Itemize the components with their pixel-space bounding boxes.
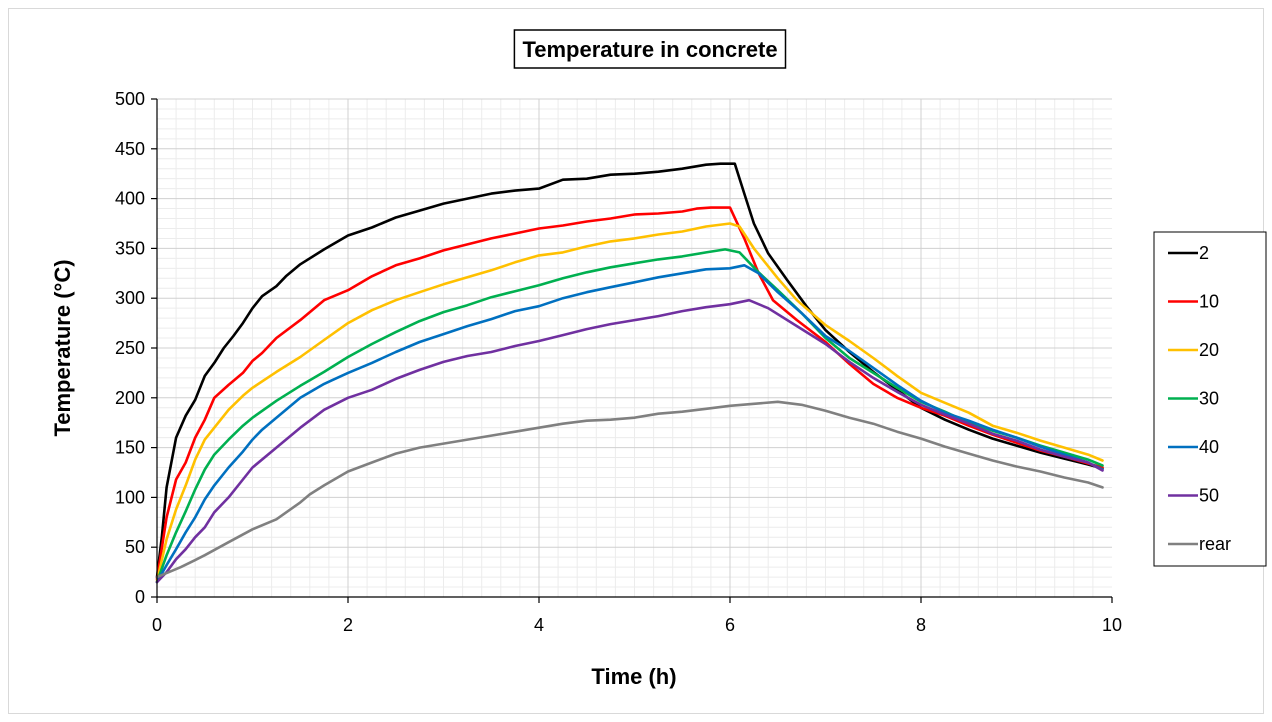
chart-title: Temperature in concrete xyxy=(522,37,777,62)
series-lines xyxy=(155,162,1104,584)
series-line-20 xyxy=(155,222,1104,583)
x-tick-label: 2 xyxy=(343,615,353,635)
y-tick-label: 150 xyxy=(115,438,145,458)
y-tick-label: 300 xyxy=(115,288,145,308)
y-tick-label: 500 xyxy=(115,89,145,109)
x-tick-label: 8 xyxy=(916,615,926,635)
grid-lines xyxy=(157,98,1112,597)
y-tick-label: 350 xyxy=(115,238,145,258)
y-tick-label: 450 xyxy=(115,139,145,159)
x-tick-label: 10 xyxy=(1102,615,1122,635)
title-border xyxy=(513,29,787,69)
x-tick-label: 4 xyxy=(534,615,544,635)
series-line-40 xyxy=(155,264,1104,584)
legend-label-2: 2 xyxy=(1199,243,1209,263)
series-line-50 xyxy=(155,298,1104,584)
series-line-30 xyxy=(155,248,1104,584)
legend-label-rear: rear xyxy=(1199,534,1231,554)
y-tick-label: 200 xyxy=(115,388,145,408)
legend-label-20: 20 xyxy=(1199,340,1219,360)
legend-label-10: 10 xyxy=(1199,292,1219,312)
y-tick-labels: 0 50 100 150 200 250 300 350 400 450 500 xyxy=(115,89,145,607)
x-tick-labels: 0 2 4 6 8 10 xyxy=(152,615,1122,635)
y-tick-label: 50 xyxy=(125,537,145,557)
y-axis-title: Temperature (°C) xyxy=(50,259,75,436)
legend-label-30: 30 xyxy=(1199,389,1219,409)
series-line-2 xyxy=(155,162,1104,579)
y-tick-label: 400 xyxy=(115,189,145,209)
legend-label-50: 50 xyxy=(1199,486,1219,506)
series-line-10 xyxy=(155,206,1104,581)
y-tick-label: 100 xyxy=(115,487,145,507)
x-tick-label: 0 xyxy=(152,615,162,635)
legend-label-40: 40 xyxy=(1199,437,1219,457)
x-axis-title: Time (h) xyxy=(591,664,676,689)
y-tick-label: 0 xyxy=(135,587,145,607)
axes xyxy=(151,98,1113,603)
x-tick-label: 6 xyxy=(725,615,735,635)
legend: 2 10 20 30 40 50 rear xyxy=(1153,231,1267,567)
chart-title-box: Temperature in concrete xyxy=(513,29,787,69)
y-tick-label: 250 xyxy=(115,338,145,358)
series-line-rear xyxy=(155,400,1104,579)
